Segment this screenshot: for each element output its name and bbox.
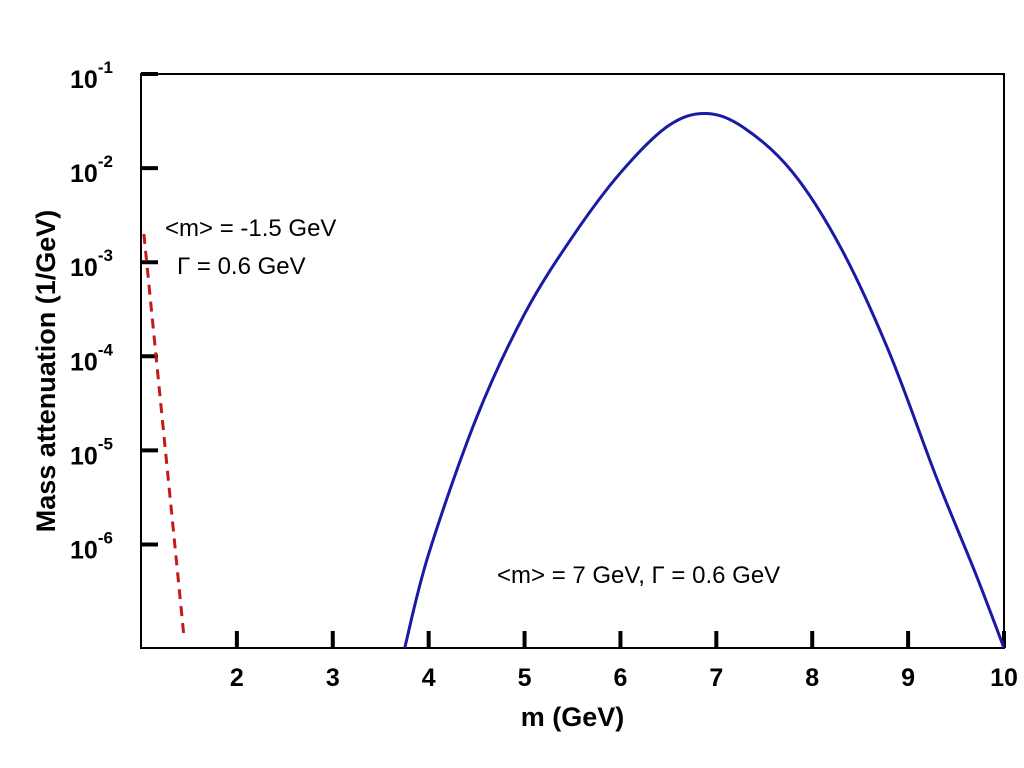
y-tick-label: 10-5 [70,434,113,470]
y-ticks: 10-110-210-310-410-510-6 [70,58,158,564]
x-tick-label: 4 [422,664,436,692]
x-ticks: 2 3 4 5 6 7 8 9 10 [230,631,1018,692]
y-tick-label: 10-3 [70,246,113,282]
plot-frame [140,73,1005,649]
x-tick-label: 6 [613,664,627,692]
y-tick-exponent: -6 [98,528,113,547]
y-tick-label: 10-1 [70,58,113,94]
annotation-red-mean: <m> = -1.5 GeV [165,215,336,242]
y-tick-base: 10 [70,348,98,376]
y-tick-base: 10 [70,66,98,94]
x-tick-label: 10 [990,664,1018,692]
x-tick-label: 5 [518,664,532,692]
series-line-blue [403,112,1006,649]
x-tick-label: 9 [901,664,915,692]
y-axis-title: Mass attenuation (1/GeV) [31,210,61,533]
y-tick-label: 10-4 [70,340,113,376]
y-tick-exponent: -4 [98,340,114,359]
x-tick-label: 8 [805,664,819,692]
y-tick-base: 10 [70,160,98,188]
y-tick-exponent: -2 [98,152,113,171]
x-tick-label: 7 [709,664,723,692]
y-tick-exponent: -5 [98,434,113,453]
y-tick-exponent: -1 [98,58,113,77]
series-layer [142,112,1006,649]
y-tick-base: 10 [70,442,98,470]
y-tick-exponent: -3 [98,246,113,265]
series-line-red-dashed [142,233,186,639]
x-axis-title: m (GeV) [521,702,625,732]
y-tick-label: 10-2 [70,152,113,188]
x-tick-label: 3 [326,664,340,692]
annotation-red-width: Γ = 0.6 GeV [177,253,306,280]
annotation-blue: <m> = 7 GeV, Γ = 0.6 GeV [497,562,780,589]
y-tick-base: 10 [70,254,98,282]
y-tick-label: 10-6 [70,528,113,564]
y-tick-base: 10 [70,536,98,564]
x-tick-label: 2 [230,664,244,692]
